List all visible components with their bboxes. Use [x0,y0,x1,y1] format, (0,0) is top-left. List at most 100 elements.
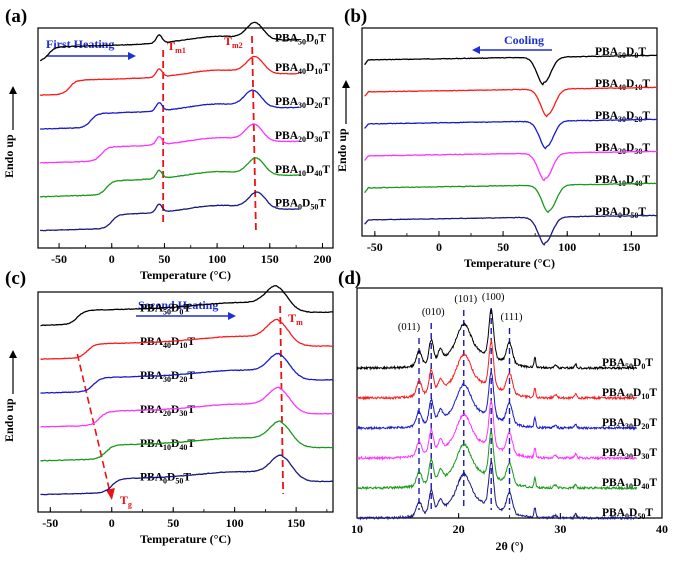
y-axis-label: Endo up [2,134,16,178]
x-tick-label: 50 [158,252,170,266]
x-tick-label: 20 [453,522,465,536]
series-label-0: PBA50D0T [602,357,653,371]
series-label-5: PBA0D50T [140,472,191,486]
panel-b: -50 0 50 100 150 (b) Temperature (°C) Endo up Co… [335,6,658,270]
x-tick-label: 50 [167,516,179,530]
x-tick-label: -50 [367,240,383,254]
tg-arrow-head [105,488,115,500]
y-axis-label: Endo up [2,398,16,442]
x-tick-label: 100 [558,240,576,254]
series-label-3: PBA20D30T [595,142,650,156]
x-tick-label: 30 [554,522,566,536]
series-line-2 [364,118,657,150]
series-label-2: PBA30D20T [275,96,330,110]
x-tick-label: 0 [436,240,442,254]
reflection-label: (010) [422,307,445,318]
series-label-2: PBA30D20T [595,110,650,124]
series-label-4: PBA10D40T [602,477,657,491]
x-tick-label: 0 [109,516,115,530]
series-line-0 [356,309,638,371]
panel-a: -50 0 50 100 150 200 (a) Temperature (°C) Endo u… [2,6,334,282]
series-line-1 [39,55,300,96]
series-line-3 [40,123,300,164]
series-label-1: PBA40D10T [140,336,195,350]
series-line-1 [40,318,334,360]
series-label-1: PBA40D10T [275,62,330,76]
series-label-3: PBA20D30T [140,404,195,418]
x-axis-label: Temperature (°C) [140,268,231,282]
x-tick-label: 100 [226,516,244,530]
annotation-arrow-head [128,52,136,60]
series-line-5 [356,460,637,521]
series-label-0: PBA50D0T [595,46,646,60]
plot-frame [361,27,658,237]
series-line-2 [40,352,334,394]
series-line-1 [364,86,658,118]
x-tick-label: 150 [622,240,640,254]
x-tick-label: 10 [351,522,363,536]
series-line-2 [39,89,300,130]
series-line-0 [364,54,658,86]
reflection-label: (111) [501,312,523,323]
tm2-dash-line [251,35,257,234]
x-tick-label: 0 [109,252,115,266]
panel-label: (a) [5,6,27,27]
series-label-4: PBA10D40T [595,174,650,188]
panel-label: (c) [5,268,26,289]
annotation-arrow-head [228,312,236,320]
annotation-label: Cooling [504,33,544,47]
panel-c: -50 0 50 100 150(c)Temperature (°C)Endo upSe… [2,268,334,546]
x-tick-label: 100 [208,252,226,266]
x-tick-label: -50 [42,516,58,530]
reflection-label: (011) [398,322,421,333]
series-line-0 [40,285,333,327]
series-label-3: PBA20D30T [602,447,657,461]
series-label-5: PBA0D50T [275,198,326,212]
x-tick-label: 40 [656,522,668,536]
annotation-arrow-head [472,46,480,54]
panel-label: (d) [338,268,361,289]
x-tick-label: 200 [313,252,331,266]
tm2-label: Tm2 [224,34,243,50]
series-label-5: PBA0D50T [595,206,646,220]
reflection-label: (100) [482,292,505,303]
series-line-4 [39,157,300,198]
y-arrow-head [342,80,350,88]
x-axis-label: Temperature (°C) [464,256,555,270]
series-label-4: PBA10D40T [275,164,330,178]
series-line-1 [356,339,638,401]
series-line-3 [364,150,658,182]
panel-label: (b) [344,6,367,27]
y-arrow-head [9,86,17,94]
tm-dash-line [279,305,285,495]
annotation-label: First Heating [46,37,114,51]
series-line-2 [356,370,637,431]
series-label-0: PBA50D0T [275,32,326,46]
x-axis-label: Temperature (°C) [140,532,231,546]
x-tick-label: 150 [261,252,279,266]
tm-label: Tm [288,311,303,327]
series-line-3 [356,399,637,461]
series-label-2: PBA30D20T [140,370,195,384]
y-axis-label: Endo up [335,128,349,172]
series-line-3 [40,386,334,428]
x-tick-label: 150 [287,516,305,530]
plot-frame [37,27,334,249]
x-tick-label: 50 [497,240,509,254]
series-label-4: PBA10D40T [140,438,195,452]
tg-label: Tg [120,493,132,509]
y-arrow-head [9,350,17,358]
series-line-5 [39,191,300,232]
x-axis-label: 2θ (°) [495,539,523,553]
series-label-3: PBA20D30T [275,130,330,144]
series-line-4 [364,182,658,214]
series-line-4 [40,420,334,462]
reflection-label: (101) [454,294,477,305]
x-tick-label: -50 [51,252,67,266]
panel-d: 10 20 30 40(d)2θ (°)PBA50D0TPBA40D10TPBA30D… [338,268,668,553]
series-line-5 [40,454,334,496]
series-label-1: PBA40D10T [595,78,650,92]
series-line-0 [39,21,300,62]
series-label-5: PBA0D50T [602,507,653,521]
